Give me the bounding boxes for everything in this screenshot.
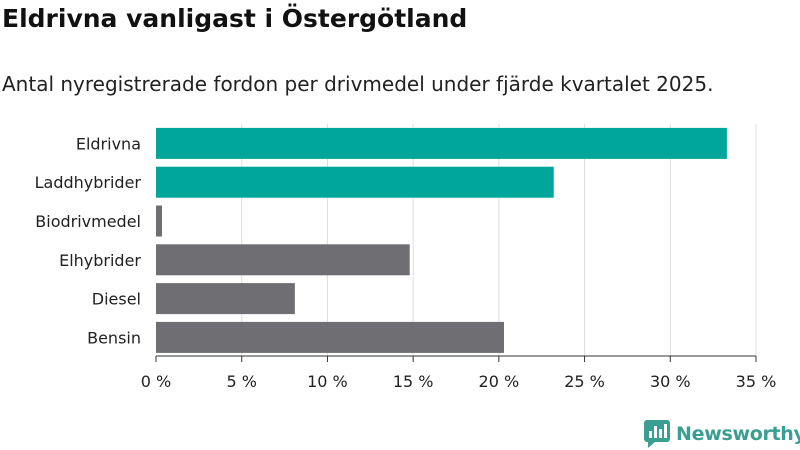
category-label: Laddhybrider (35, 173, 142, 192)
bar-elhybrider (156, 244, 410, 276)
newsworthy-logo-icon (644, 420, 670, 448)
x-tick-label: 35 % (736, 372, 777, 391)
bar-biodrivmedel (156, 205, 162, 237)
brand-name: Newsworthy (676, 423, 800, 445)
x-tick-label: 0 % (141, 372, 171, 391)
x-tick-label: 15 % (393, 372, 434, 391)
category-label: Eldrivna (76, 134, 141, 153)
x-tick-label: 20 % (479, 372, 520, 391)
category-label: Bensin (87, 328, 141, 347)
category-label: Diesel (92, 290, 141, 309)
bar-diesel (156, 283, 295, 315)
category-label: Elhybrider (59, 251, 141, 270)
bar-eldrivna (156, 127, 727, 159)
x-tick-label: 5 % (226, 372, 256, 391)
bar-bensin (156, 321, 504, 353)
bar-laddhybrider (156, 166, 554, 198)
x-tick-label: 25 % (564, 372, 605, 391)
chart-subtitle: Antal nyregistrerade fordon per drivmede… (2, 72, 714, 96)
brand-logo: Newsworthy (644, 420, 800, 448)
chart-title: Eldrivna vanligast i Östergötland (2, 4, 468, 33)
x-tick-label: 30 % (650, 372, 691, 391)
x-tick-label: 10 % (307, 372, 348, 391)
category-label: Biodrivmedel (35, 212, 141, 231)
